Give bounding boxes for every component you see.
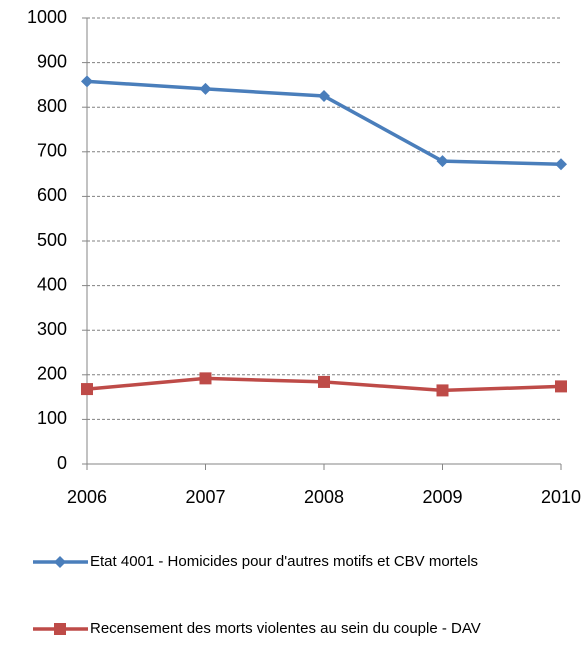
y-tick-label: 600 — [37, 185, 67, 205]
marker — [318, 375, 330, 388]
y-tick-label: 800 — [37, 96, 67, 116]
marker — [81, 383, 93, 396]
marker — [199, 82, 212, 95]
x-tick-label: 2008 — [304, 487, 344, 507]
x-tick-label: 2010 — [541, 487, 581, 507]
x-tick-label: 2007 — [185, 487, 225, 507]
legend-marker — [54, 556, 66, 568]
legend-label: Recensement des morts violentes au sein … — [90, 620, 481, 637]
marker — [199, 372, 212, 385]
x-tick-label: 2006 — [67, 487, 107, 507]
y-tick-label: 100 — [37, 408, 67, 428]
x-tick-label: 2009 — [422, 487, 462, 507]
marker — [555, 158, 567, 171]
legend-marker — [54, 623, 66, 635]
y-tick-label: 300 — [37, 319, 67, 339]
marker — [555, 380, 567, 393]
legend-label: Etat 4001 - Homicides pour d'autres moti… — [90, 553, 479, 570]
y-tick-label: 1000 — [27, 7, 67, 27]
y-tick-label: 0 — [57, 453, 67, 473]
y-tick-label: 900 — [37, 51, 67, 71]
y-tick-label: 400 — [37, 274, 67, 294]
marker — [81, 75, 93, 88]
y-tick-label: 500 — [37, 230, 67, 250]
y-tick-label: 200 — [37, 364, 67, 384]
marker — [318, 90, 330, 103]
marker — [436, 155, 449, 168]
y-tick-label: 700 — [37, 141, 67, 161]
marker — [436, 384, 449, 397]
